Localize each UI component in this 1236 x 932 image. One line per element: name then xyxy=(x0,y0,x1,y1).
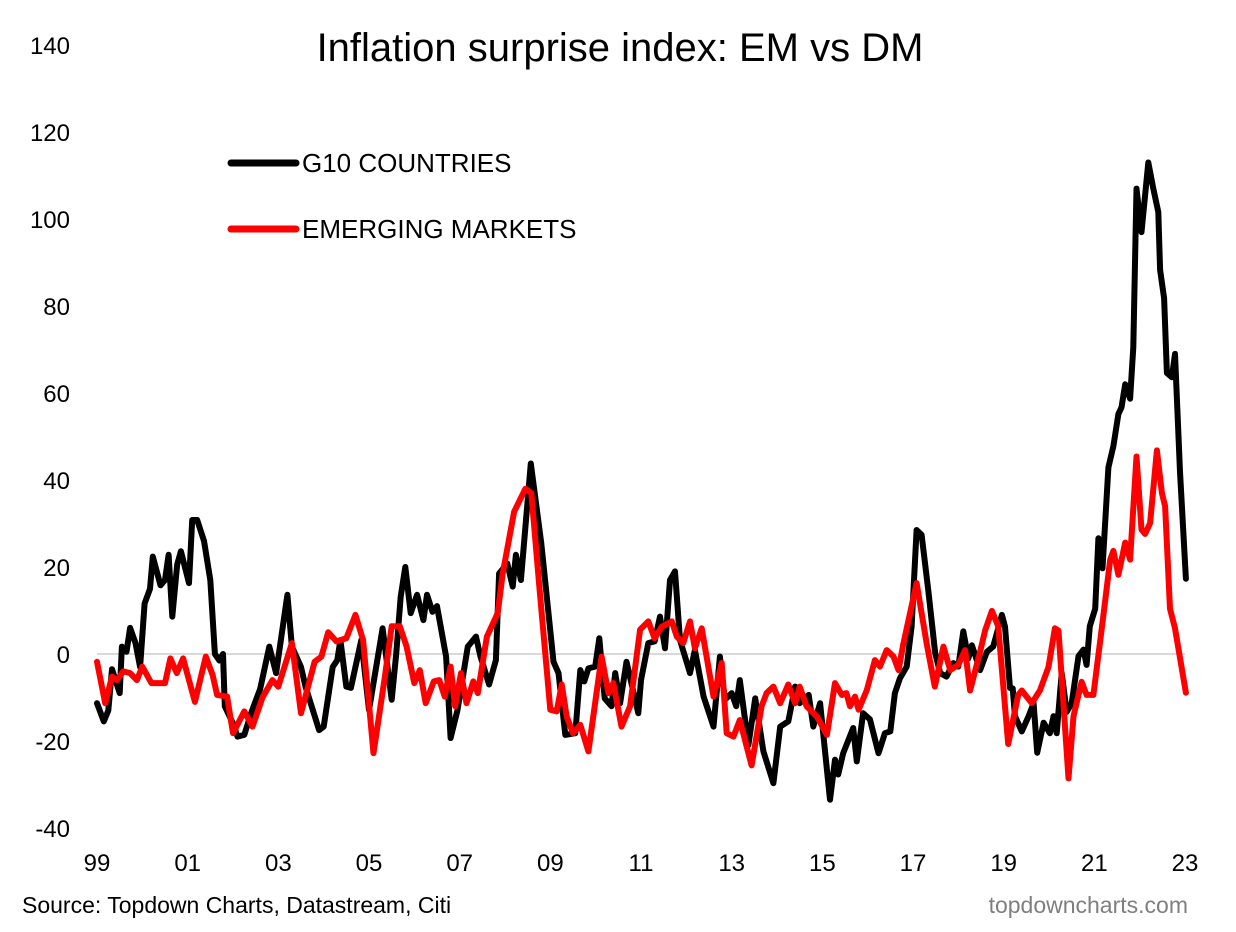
x-tick-label: 07 xyxy=(446,850,473,877)
x-tick-label: 03 xyxy=(265,850,292,877)
x-tick-label: 15 xyxy=(809,850,836,877)
x-tick-label: 21 xyxy=(1081,850,1108,877)
y-tick-label: 80 xyxy=(43,294,70,321)
y-tick-label: -40 xyxy=(35,816,70,843)
x-tick-label: 05 xyxy=(356,850,383,877)
x-tick-label: 09 xyxy=(537,850,564,877)
y-tick-label: 140 xyxy=(30,33,70,60)
x-tick-label: 19 xyxy=(990,850,1017,877)
y-tick-label: 40 xyxy=(43,468,70,495)
series-line-g10 xyxy=(94,159,1189,803)
y-tick-label: 120 xyxy=(30,120,70,147)
y-tick-label: 0 xyxy=(57,642,70,669)
legend-label-g10: G10 COUNTRIES xyxy=(302,148,512,178)
x-tick-label: 01 xyxy=(174,850,201,877)
series-lines xyxy=(94,159,1189,803)
x-axis-ticks: 99 01 03 05 07 09 11 13 15 17 19 21 23 xyxy=(84,850,1199,877)
x-tick-label: 23 xyxy=(1172,850,1199,877)
y-tick-label: 20 xyxy=(43,555,70,582)
x-tick-label: 17 xyxy=(900,850,927,877)
x-tick-label: 11 xyxy=(629,850,654,877)
x-tick-label: 13 xyxy=(718,850,745,877)
legend-label-em: EMERGING MARKETS xyxy=(302,214,576,244)
source-note: Source: Topdown Charts, Datastream, Citi xyxy=(22,892,451,918)
chart-title: Inflation surprise index: EM vs DM xyxy=(317,26,924,70)
y-tick-label: 60 xyxy=(43,381,70,408)
y-tick-label: -20 xyxy=(35,729,70,756)
x-tick-label: 99 xyxy=(84,850,111,877)
legend: G10 COUNTRIES EMERGING MARKETS xyxy=(227,148,576,244)
brand-watermark: topdowncharts.com xyxy=(989,892,1188,918)
y-tick-label: 100 xyxy=(30,207,70,234)
series-line-em xyxy=(94,447,1189,782)
y-axis-ticks: 140 120 100 80 60 40 20 0 -20 -40 xyxy=(30,33,70,843)
